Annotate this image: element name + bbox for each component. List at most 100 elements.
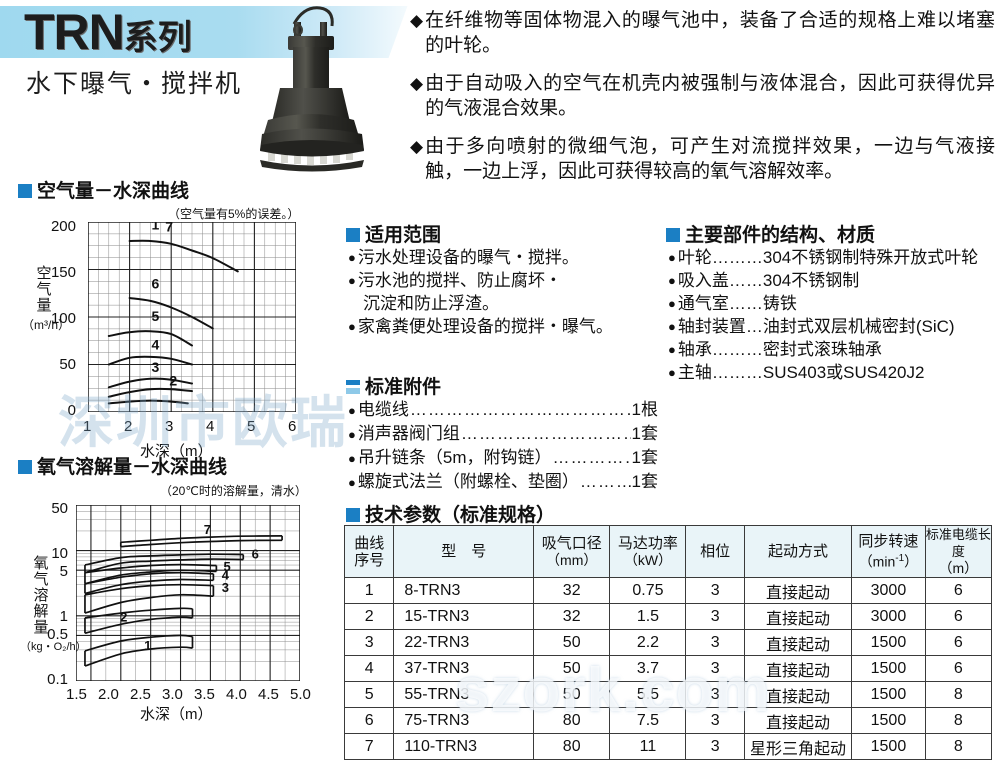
chart2-heading: 氧气溶解量－水深曲线 xyxy=(18,452,227,479)
chart1-xtick: 5 xyxy=(247,418,256,435)
cell-start: 直接起动 xyxy=(743,603,853,630)
scope-text: 污水池的搅拌、防止腐坏・ xyxy=(357,271,562,290)
cell-start: 直接起动 xyxy=(743,655,853,682)
leader-dots: ……… xyxy=(711,248,763,267)
cell-bore: 80 xyxy=(532,733,611,760)
chart1-ytick: 200 xyxy=(50,218,76,235)
cell-bore: 50 xyxy=(532,629,611,656)
material-value: 铸铁 xyxy=(762,294,797,313)
chart2-y-axis-title: 氧气溶解量 xyxy=(31,555,49,635)
th-line2: （mm） xyxy=(546,551,598,568)
cell-rpm: 3000 xyxy=(851,577,926,604)
spec-table: 曲线 序号 型 号 吸气口径 （mm） 马达功率 （kW） 相位 起动方式 同步… xyxy=(343,525,993,760)
scope-heading: 适用范围 xyxy=(346,220,441,247)
product-subtitle: 水下曝气・搅拌机 xyxy=(26,70,243,98)
accessory-qty: 1根 xyxy=(631,400,658,419)
scope-text: 沉淀和防止浮渣。 xyxy=(363,294,499,313)
cell-phase: 3 xyxy=(685,629,745,656)
svg-text:5: 5 xyxy=(151,308,159,324)
materials-list: ● 叶轮 ……… 304不锈钢制特殊开放式叶轮 ● 吸入盖 …… 304不锈钢制… xyxy=(668,246,998,384)
table-row: 6 75-TRN3 80 7.5 3 直接起动 1500 8 xyxy=(343,707,993,734)
svg-text:6: 6 xyxy=(151,276,159,292)
material-row: ● 轴封装置 … 油封式双层机械密封(SiC) xyxy=(668,315,998,338)
material-part: 叶轮 xyxy=(677,248,712,267)
accessory-name: 电缆线 xyxy=(357,400,409,419)
cell-cable: 6 xyxy=(924,577,993,604)
dot-bullet-icon: ● xyxy=(348,403,356,418)
chart2-x-axis-label: 水深（m） xyxy=(140,706,213,723)
cell-start: 直接起动 xyxy=(743,629,853,656)
scope-text: 污水处理设备的曝气・搅拌。 xyxy=(357,248,579,267)
cell-no: 2 xyxy=(343,603,395,630)
dot-bullet-icon: ● xyxy=(668,273,676,288)
material-part: 主轴 xyxy=(677,363,712,382)
leader-dots: …… xyxy=(728,271,763,290)
cell-cable: 8 xyxy=(924,707,993,734)
dot-bullet-icon: ● xyxy=(348,451,356,466)
th-line2: （min-1） xyxy=(858,552,919,570)
chart1-xtick: 1 xyxy=(83,418,92,435)
chart2-title: 氧气溶解量－水深曲线 xyxy=(37,457,228,478)
diamond-bullet-icon: ◆ xyxy=(410,137,424,156)
accessory-row: ● 电缆线 …………………………………… 1根 xyxy=(348,398,658,422)
svg-text:4: 4 xyxy=(151,336,159,352)
cell-no: 6 xyxy=(343,707,395,734)
cell-rpm: 1500 xyxy=(851,655,926,682)
cell-model: 37-TRN3 xyxy=(393,655,534,682)
th-line1: 相位 xyxy=(700,543,731,560)
cell-cable: 6 xyxy=(924,629,993,656)
cell-phase: 3 xyxy=(685,733,745,760)
scope-text: 家禽粪便处理设备的搅拌・曝气。 xyxy=(357,317,613,336)
svg-text:1: 1 xyxy=(144,638,151,653)
cell-rpm: 3000 xyxy=(851,603,926,630)
th-cable-length: 标准电缆长度 （m） xyxy=(924,525,993,578)
material-part: 轴封装置 xyxy=(677,317,746,336)
leader-dots: …………………………………… xyxy=(460,424,631,443)
chart1-title: 空气量－水深曲线 xyxy=(37,181,190,202)
diamond-bullet-icon: ◆ xyxy=(410,74,424,93)
cell-model: 15-TRN3 xyxy=(393,603,534,630)
accessories-heading: 标准附件 xyxy=(346,372,441,399)
svg-text:6: 6 xyxy=(252,546,259,561)
cell-power: 2.2 xyxy=(609,629,687,656)
cell-rpm: 1500 xyxy=(851,629,926,656)
chart1-xtick: 4 xyxy=(206,418,215,435)
material-value: 304不锈钢制 xyxy=(762,271,860,290)
material-row: ● 吸入盖 …… 304不锈钢制 xyxy=(668,269,998,292)
blue-square-icon xyxy=(18,460,32,474)
cell-phase: 3 xyxy=(685,603,745,630)
dot-bullet-icon: ● xyxy=(668,319,676,334)
th-start-method: 起动方式 xyxy=(743,525,853,578)
scope-list: ● 污水处理设备的曝气・搅拌。 ● 污水池的搅拌、防止腐坏・ 沉淀和防止浮渣。 … xyxy=(348,246,663,338)
cell-cable: 6 xyxy=(924,603,993,630)
chart2-xtick: 1.5 xyxy=(66,686,87,703)
cell-cable: 8 xyxy=(924,681,993,708)
cell-power: 11 xyxy=(609,733,687,760)
chart2-ytick: 0.5 xyxy=(47,626,68,643)
leader-dots: ……… xyxy=(711,363,763,382)
chart2-ytick: 1 xyxy=(59,608,68,625)
blue-square-icon xyxy=(346,380,360,394)
cell-phase: 3 xyxy=(685,577,745,604)
svg-text:4: 4 xyxy=(222,568,230,583)
chart2-y-axis-unit: （kg・O₂/h） xyxy=(20,641,87,653)
chart2-ytick: 0.1 xyxy=(47,671,68,688)
accessory-name: 消声器阀门组 xyxy=(357,424,460,443)
cell-power: 3.7 xyxy=(609,655,687,682)
th-line1: 同步转速 xyxy=(858,532,919,550)
th-line2: （kW） xyxy=(623,551,673,568)
blue-square-icon xyxy=(18,184,32,198)
dot-bullet-icon: ● xyxy=(668,365,676,380)
svg-text:2: 2 xyxy=(120,609,127,624)
cell-model: 75-TRN3 xyxy=(393,707,534,734)
chart1-ytick: 150 xyxy=(50,264,76,281)
th-line1: 标准电缆长度 xyxy=(925,527,991,559)
cell-no: 3 xyxy=(343,629,395,656)
th-rpm: 同步转速 （min-1） xyxy=(851,525,926,578)
cell-power: 0.75 xyxy=(609,577,687,604)
cell-cable: 8 xyxy=(924,733,993,760)
cell-rpm: 1500 xyxy=(851,707,926,734)
cell-model: 8-TRN3 xyxy=(393,577,534,604)
chart2-ytick: 50 xyxy=(51,500,68,517)
